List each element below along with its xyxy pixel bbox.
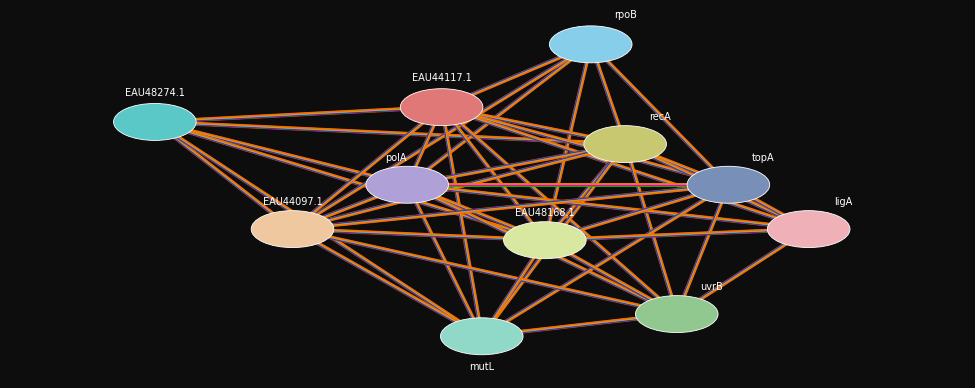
Text: recA: recA <box>648 112 671 122</box>
Text: rpoB: rpoB <box>613 10 637 20</box>
Text: EAU44117.1: EAU44117.1 <box>411 73 472 83</box>
Ellipse shape <box>767 211 850 248</box>
Ellipse shape <box>584 126 667 163</box>
Text: EAU48274.1: EAU48274.1 <box>125 88 185 98</box>
Ellipse shape <box>401 89 483 126</box>
Text: EAU48168.1: EAU48168.1 <box>515 208 574 218</box>
Ellipse shape <box>113 104 196 140</box>
Text: ligA: ligA <box>834 197 852 207</box>
Ellipse shape <box>441 318 523 355</box>
Text: uvrB: uvrB <box>700 282 722 292</box>
Text: polA: polA <box>385 152 407 163</box>
Ellipse shape <box>503 222 586 259</box>
Ellipse shape <box>366 166 448 203</box>
Ellipse shape <box>252 211 333 248</box>
Ellipse shape <box>687 166 769 203</box>
Text: topA: topA <box>752 152 774 163</box>
Ellipse shape <box>636 296 718 333</box>
Text: mutL: mutL <box>469 362 494 372</box>
Ellipse shape <box>550 26 632 63</box>
Text: EAU44097.1: EAU44097.1 <box>262 197 323 207</box>
